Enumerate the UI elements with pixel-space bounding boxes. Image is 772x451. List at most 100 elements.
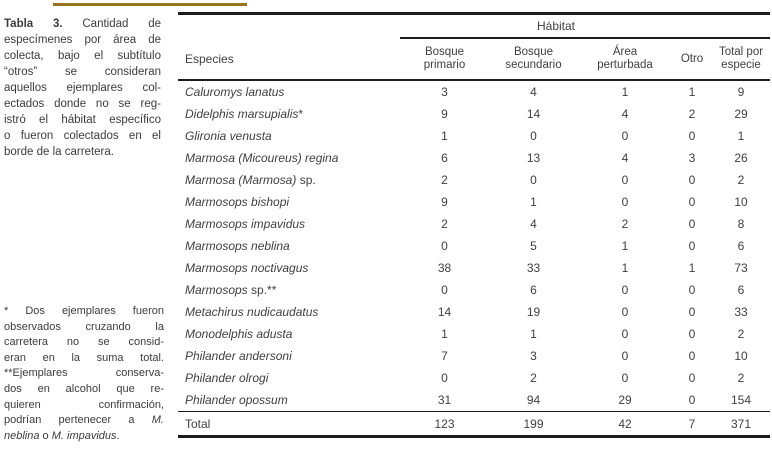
total-value: 7 <box>688 416 696 431</box>
gold-accent-rule <box>53 3 247 6</box>
table-row: Marmosa (Micoureus) regina 6 13 4 3 26 <box>178 147 770 169</box>
table-body: Caluromys lanatus 3 4 1 1 9 Didelphis marsupia… <box>178 81 770 411</box>
text-line: borde de la carretera. <box>4 144 161 160</box>
count-cell: 3 <box>441 85 448 99</box>
count-cell: 0 <box>688 371 696 385</box>
count-cell: 0 <box>688 393 696 407</box>
species-name: Philander olrogi <box>185 371 269 385</box>
col-header-area-perturbada: Área perturbada <box>578 46 672 72</box>
species-name: Marmosops neblina <box>185 239 290 253</box>
text-segment: neblina <box>4 429 40 442</box>
count-cell: 0 <box>688 239 696 253</box>
col-header-line: Bosque <box>424 46 464 58</box>
species-name: Marmosops impavidus <box>185 217 306 231</box>
text-line: ectados donde no se reg- <box>4 96 161 112</box>
count-cell: 2 <box>530 371 537 385</box>
count-cell: 38 <box>437 261 452 275</box>
count-cell: 14 <box>526 107 541 121</box>
total-row: Total 123 199 42 7 371 <box>178 412 770 435</box>
count-cell: 29 <box>734 107 748 121</box>
text-segment: quieren confirmación, <box>4 398 164 411</box>
text-line: o fueron colectados en el <box>4 128 161 144</box>
count-cell: 0 <box>621 305 629 319</box>
count-cell: 2 <box>621 217 629 231</box>
count-cell: 1 <box>737 129 745 143</box>
total-value: 199 <box>523 416 544 431</box>
species-cell: Monodelphis adusta <box>178 327 400 341</box>
count-cell: 4 <box>621 151 629 165</box>
text-segment: ectados donde no se reg- <box>4 98 161 110</box>
total-value: 123 <box>434 416 455 431</box>
col-header-line: primario <box>423 59 466 71</box>
table-row: Marmosops noctivagus 38 33 1 1 73 <box>178 257 770 279</box>
count-cell: 2 <box>737 371 745 385</box>
text-line: dos en alcohol que re- <box>4 382 164 398</box>
col-header-line: Otro <box>680 52 704 65</box>
text-segment: M. impavidus <box>51 429 117 442</box>
count-cell: 0 <box>621 327 629 341</box>
col-header-bosque-secundario: Bosque secundario <box>489 46 578 72</box>
table-row: Didelphis marsupialis* 9 14 4 2 29 <box>178 103 770 125</box>
species-cell: Marmosa (Micoureus) regina <box>178 151 400 165</box>
text-line: colecta, bajo el subtítulo <box>4 48 161 64</box>
text-line: observados cruzando la <box>4 320 164 336</box>
text-segment: o <box>39 429 52 442</box>
species-suffix: * <box>298 107 304 121</box>
table-row: Metachirus nudicaudatus 14 19 0 0 33 <box>178 301 770 323</box>
text-segment: “otros” se consideran <box>4 66 161 78</box>
total-label: Total <box>185 416 211 431</box>
text-segment: colecta, bajo el subtítulo <box>4 50 161 62</box>
count-cell: 6 <box>737 283 745 297</box>
text-line: especímenes por área de <box>4 32 161 48</box>
text-line: carretera no se consid- <box>4 335 164 351</box>
table-row: Monodelphis adusta 1 1 0 0 2 <box>178 323 770 345</box>
text-segment: especímenes por área de <box>4 34 161 46</box>
count-cell: 0 <box>621 349 629 363</box>
habitat-group-header: Hábitat <box>536 19 576 33</box>
count-cell: 5 <box>530 239 537 253</box>
count-cell: 6 <box>530 283 537 297</box>
count-cell: 2 <box>441 173 448 187</box>
text-segment: podrían pertenecer a <box>4 414 152 427</box>
count-cell: 1 <box>621 239 629 253</box>
count-cell: 2 <box>441 217 448 231</box>
text-line: podrían pertenecer a M. <box>4 413 164 429</box>
species-name: Caluromys lanatus <box>185 85 285 99</box>
count-cell: 26 <box>734 151 748 165</box>
col-header-line: perturbada <box>597 59 653 71</box>
table-row: Glironia venusta 1 0 0 0 1 <box>178 125 770 147</box>
species-name: Marmosa (Micoureus) regina <box>185 151 339 165</box>
species-cell: Marmosops impavidus <box>178 217 400 231</box>
text-segment: aquellos ejemplares col- <box>4 82 161 94</box>
count-cell: 1 <box>621 261 629 275</box>
count-cell: 3 <box>530 349 537 363</box>
header-separator-rule <box>178 79 770 81</box>
table-row: Marmosops bishopi 9 1 0 0 10 <box>178 191 770 213</box>
text-line: istró el hábitat específico <box>4 112 161 128</box>
text-segment: dos en alcohol que re- <box>4 382 164 395</box>
table-row: Philander andersoni 7 3 0 0 10 <box>178 345 770 367</box>
species-suffix: sp. <box>296 173 316 187</box>
count-cell: 0 <box>441 371 448 385</box>
count-cell: 1 <box>441 129 448 143</box>
count-cell: 4 <box>530 217 537 231</box>
table-row: Marmosops impavidus 2 4 2 0 8 <box>178 213 770 235</box>
count-cell: 0 <box>530 129 537 143</box>
col-header-line: secundario <box>505 59 562 71</box>
table-row: Marmosops neblina 0 5 1 0 6 <box>178 235 770 257</box>
text-segment: M. <box>151 414 164 427</box>
count-cell: 19 <box>526 305 541 319</box>
species-cell: Didelphis marsupialis* <box>178 107 400 121</box>
text-segment: **Ejemplares conserva- <box>4 367 164 380</box>
text-segment: carretera no se consid- <box>4 336 164 349</box>
count-cell: 9 <box>441 107 448 121</box>
text-segment: . <box>116 429 120 442</box>
text-line: neblina o M. impavidus. <box>4 429 164 445</box>
habitat-header-row: Hábitat <box>178 15 770 39</box>
table-row: Caluromys lanatus 3 4 1 1 9 <box>178 81 770 103</box>
count-cell: 2 <box>688 107 696 121</box>
col-header-bosque-primario: Bosque primario <box>400 46 489 72</box>
count-cell: 9 <box>441 195 448 209</box>
col-header-line: Área <box>612 46 638 58</box>
count-cell: 0 <box>530 173 537 187</box>
